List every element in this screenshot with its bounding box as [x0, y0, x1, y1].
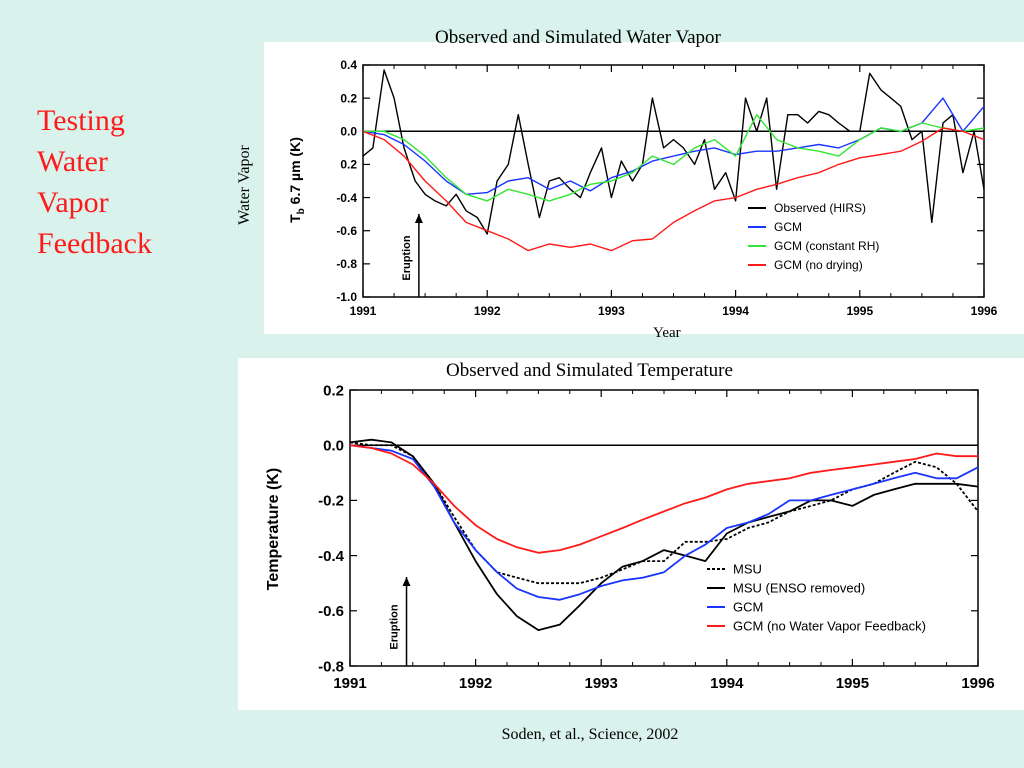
y-axis-label-subscript: b [296, 208, 307, 214]
temperature-y-axis-label: Temperature (K) [265, 468, 282, 590]
y-tick-label: -0.6 [336, 224, 357, 238]
slide-title-line: Feedback [37, 227, 152, 260]
legend-label: GCM (constant RH) [774, 239, 879, 253]
eruption-arrowhead [402, 577, 411, 586]
y-tick-label: 0.0 [340, 124, 357, 138]
x-tick-label: 1994 [710, 675, 744, 692]
water-vapor-y-axis-label: Tb 6.7 µm (K) [287, 137, 307, 223]
x-tick-label: 1992 [474, 304, 501, 318]
series-line [349, 444, 979, 601]
x-tick-label: 1995 [846, 304, 873, 318]
y-tick-label: 0.2 [340, 158, 357, 172]
x-tick-label: 1993 [598, 304, 625, 318]
y-tick-label: 0.2 [340, 91, 357, 105]
x-tick-label: 1996 [961, 675, 994, 692]
series-line [362, 69, 985, 235]
series-line [363, 113, 985, 202]
y-tick-label: -1.0 [336, 290, 357, 304]
legend-label: MSU (ENSO removed) [733, 581, 865, 596]
x-tick-label: 1991 [350, 304, 377, 318]
y-tick-label: 0.2 [323, 382, 344, 399]
eruption-label: Eruption [389, 604, 401, 649]
legend-label: Observed (HIRS) [774, 201, 866, 215]
legend-label: GCM [774, 220, 802, 234]
slide-title: Testing Water Vapor Feedback [37, 100, 227, 264]
y-axis-label-rest: 6.7 µm (K) [287, 137, 303, 208]
slide-title-line: Water [37, 145, 108, 178]
eruption-arrowhead [414, 214, 423, 223]
y-tick-label: -0.6 [318, 603, 344, 620]
eruption-label: Eruption [401, 235, 413, 280]
citation: Soden, et al., Science, 2002 [501, 726, 679, 743]
legend-label: GCM (no Water Vapor Feedback) [733, 619, 926, 634]
temperature-chart-panel [238, 358, 1024, 710]
x-tick-label: 1994 [722, 304, 749, 318]
x-tick-label: 1996 [971, 304, 998, 318]
y-tick-label: 0.0 [323, 437, 344, 454]
x-tick-label: 1993 [585, 675, 618, 692]
water-vapor-x-axis-label: Year [653, 325, 681, 341]
water-vapor-chart-title: Observed and Simulated Water Vapor [435, 27, 721, 48]
y-tick-label: -0.4 [318, 548, 345, 565]
y-tick-label: 0.4 [340, 58, 357, 72]
slide-title-line: Testing [37, 104, 125, 137]
series-line [349, 438, 979, 631]
slide-title-line: Vapor [37, 186, 109, 219]
series-line [349, 444, 978, 554]
legend-label: GCM (no drying) [774, 258, 863, 272]
temperature-chart-title: Observed and Simulated Temperature [446, 360, 733, 381]
y-tick-label: -0.2 [318, 493, 344, 510]
water-vapor-chart-panel [264, 42, 1024, 334]
y-axis-label-main: T [287, 214, 303, 223]
x-tick-label: 1992 [459, 675, 492, 692]
series-line [362, 127, 985, 252]
y-tick-label: -0.8 [318, 658, 344, 675]
y-tick-label: -0.8 [336, 257, 357, 271]
y-tick-label: -0.4 [336, 191, 357, 205]
x-tick-label: 1995 [836, 675, 869, 692]
legend-label: GCM [733, 600, 763, 615]
x-tick-label: 1991 [333, 675, 366, 692]
legend-label: MSU [733, 562, 762, 577]
